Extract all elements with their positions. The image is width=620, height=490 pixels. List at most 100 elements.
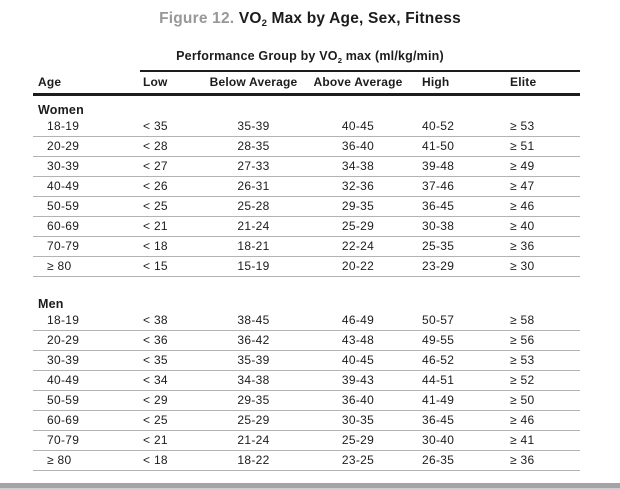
cell-above-average: 40-45 [341, 353, 375, 367]
cell-elite: ≥ 49 [510, 159, 535, 173]
cell-elite: ≥ 47 [510, 179, 535, 193]
cell-age: 40-49 [47, 179, 80, 193]
cell-low: < 26 [143, 179, 168, 193]
vo2-subscript: 2 [261, 18, 267, 30]
section-label-women: Women [38, 103, 84, 117]
cell-high: 36-45 [422, 413, 455, 427]
table-row: 50-59 < 29 29-35 36-40 41-49 ≥ 50 [33, 391, 580, 411]
cell-age: 50-59 [47, 199, 80, 213]
table-row: ≥ 80 < 15 15-19 20-22 23-29 ≥ 30 [33, 257, 580, 277]
cell-above-average: 23-25 [341, 453, 375, 467]
cell-above-average: 40-45 [341, 119, 375, 133]
cell-age: ≥ 80 [47, 259, 72, 273]
table-header-row: Age Low Below Average Above Average High Elit… [33, 72, 580, 96]
cell-below-average: 18-21 [237, 239, 270, 253]
cell-low: < 38 [143, 313, 168, 327]
cell-below-average: 21-24 [237, 219, 270, 233]
cell-age: 30-39 [47, 159, 80, 173]
cell-elite: ≥ 52 [510, 373, 535, 387]
figure-title-vo: VO [234, 10, 262, 27]
section-label-men: Men [38, 297, 64, 311]
cell-low: < 28 [143, 139, 168, 153]
cell-above-average: 22-24 [341, 239, 375, 253]
cell-below-average: 34-38 [237, 373, 270, 387]
cell-above-average: 30-35 [341, 413, 375, 427]
table-row: 50-59 < 25 25-28 29-35 36-45 ≥ 46 [33, 197, 580, 217]
cell-above-average: 32-36 [341, 179, 375, 193]
cell-low: < 18 [143, 239, 168, 253]
table-row: 30-39 < 27 27-33 34-38 39-48 ≥ 49 [33, 157, 580, 177]
cell-below-average: 29-35 [237, 393, 270, 407]
cell-above-average: 20-22 [341, 259, 375, 273]
cell-low: < 15 [143, 259, 168, 273]
cell-above-average: 46-49 [341, 313, 375, 327]
cell-below-average: 36-42 [237, 333, 270, 347]
cell-low: < 25 [143, 413, 168, 427]
cell-low: < 27 [143, 159, 168, 173]
cell-above-average: 25-29 [341, 219, 375, 233]
cell-age: 30-39 [47, 353, 80, 367]
figure-number-label: Figure 12. [159, 10, 235, 27]
cell-above-average: 34-38 [341, 159, 375, 173]
table-row: 60-69 < 25 25-29 30-35 36-45 ≥ 46 [33, 411, 580, 431]
cell-elite: ≥ 36 [510, 453, 535, 467]
subtitle-pre: Performance Group by VO [176, 49, 338, 63]
cell-below-average: 26-31 [237, 179, 270, 193]
cell-low: < 21 [143, 433, 168, 447]
cell-low: < 35 [143, 119, 168, 133]
cell-above-average: 43-48 [341, 333, 375, 347]
table-row: 60-69 < 21 21-24 25-29 30-38 ≥ 40 [33, 217, 580, 237]
cell-high: 49-55 [422, 333, 455, 347]
cell-age: 70-79 [47, 433, 80, 447]
cell-elite: ≥ 36 [510, 239, 535, 253]
cell-low: < 36 [143, 333, 168, 347]
cell-age: ≥ 80 [47, 453, 72, 467]
cell-elite: ≥ 50 [510, 393, 535, 407]
cell-high: 37-46 [422, 179, 455, 193]
cell-high: 40-52 [422, 119, 455, 133]
cell-below-average: 25-29 [237, 413, 270, 427]
figure-title: Figure 12. VO2 Max by Age, Sex, Fitness [0, 0, 620, 31]
cell-age: 60-69 [47, 413, 80, 427]
cell-elite: ≥ 40 [510, 219, 535, 233]
table-row: 20-29 < 28 28-35 36-40 41-50 ≥ 51 [33, 137, 580, 157]
cell-age: 18-19 [47, 119, 80, 133]
table-subtitle: Performance Group by VO2 max (ml/kg/min) [0, 48, 620, 66]
cell-age: 70-79 [47, 239, 80, 253]
subtitle-rule [140, 70, 580, 72]
cell-high: 30-38 [422, 219, 455, 233]
cell-high: 41-49 [422, 393, 455, 407]
cell-elite: ≥ 41 [510, 433, 535, 447]
cell-high: 25-35 [422, 239, 455, 253]
cell-below-average: 15-19 [237, 259, 270, 273]
cell-high: 36-45 [422, 199, 455, 213]
cell-high: 44-51 [422, 373, 455, 387]
column-header-high: High [422, 75, 450, 89]
vo2-subscript: 2 [337, 55, 343, 65]
cell-elite: ≥ 51 [510, 139, 535, 153]
table-row: 18-19 < 35 35-39 40-45 40-52 ≥ 53 [33, 117, 580, 137]
cell-age: 40-49 [47, 373, 80, 387]
cell-above-average: 39-43 [341, 373, 375, 387]
vo2-table: Age Low Below Average Above Average High Elit… [33, 70, 580, 471]
cell-below-average: 35-39 [237, 119, 270, 133]
table-body: Women 18-19 < 35 35-39 40-45 40-52 ≥ 53 20-29 < … [33, 96, 580, 471]
column-header-below-average: Below Average [209, 75, 298, 89]
table-row: 70-79 < 18 18-21 22-24 25-35 ≥ 36 [33, 237, 580, 257]
cell-above-average: 36-40 [341, 393, 375, 407]
cell-high: 30-40 [422, 433, 455, 447]
cell-below-average: 38-45 [237, 313, 270, 327]
cell-elite: ≥ 53 [510, 119, 535, 133]
cell-below-average: 25-28 [237, 199, 270, 213]
cell-elite: ≥ 46 [510, 413, 535, 427]
cell-elite: ≥ 53 [510, 353, 535, 367]
cell-low: < 34 [143, 373, 168, 387]
column-header-elite: Elite [510, 75, 537, 89]
cell-high: 50-57 [422, 313, 455, 327]
cell-below-average: 35-39 [237, 353, 270, 367]
page-bottom-bar [0, 483, 620, 490]
cell-low: < 18 [143, 453, 168, 467]
cell-elite: ≥ 30 [510, 259, 535, 273]
cell-high: 46-52 [422, 353, 455, 367]
column-header-age: Age [38, 75, 62, 89]
